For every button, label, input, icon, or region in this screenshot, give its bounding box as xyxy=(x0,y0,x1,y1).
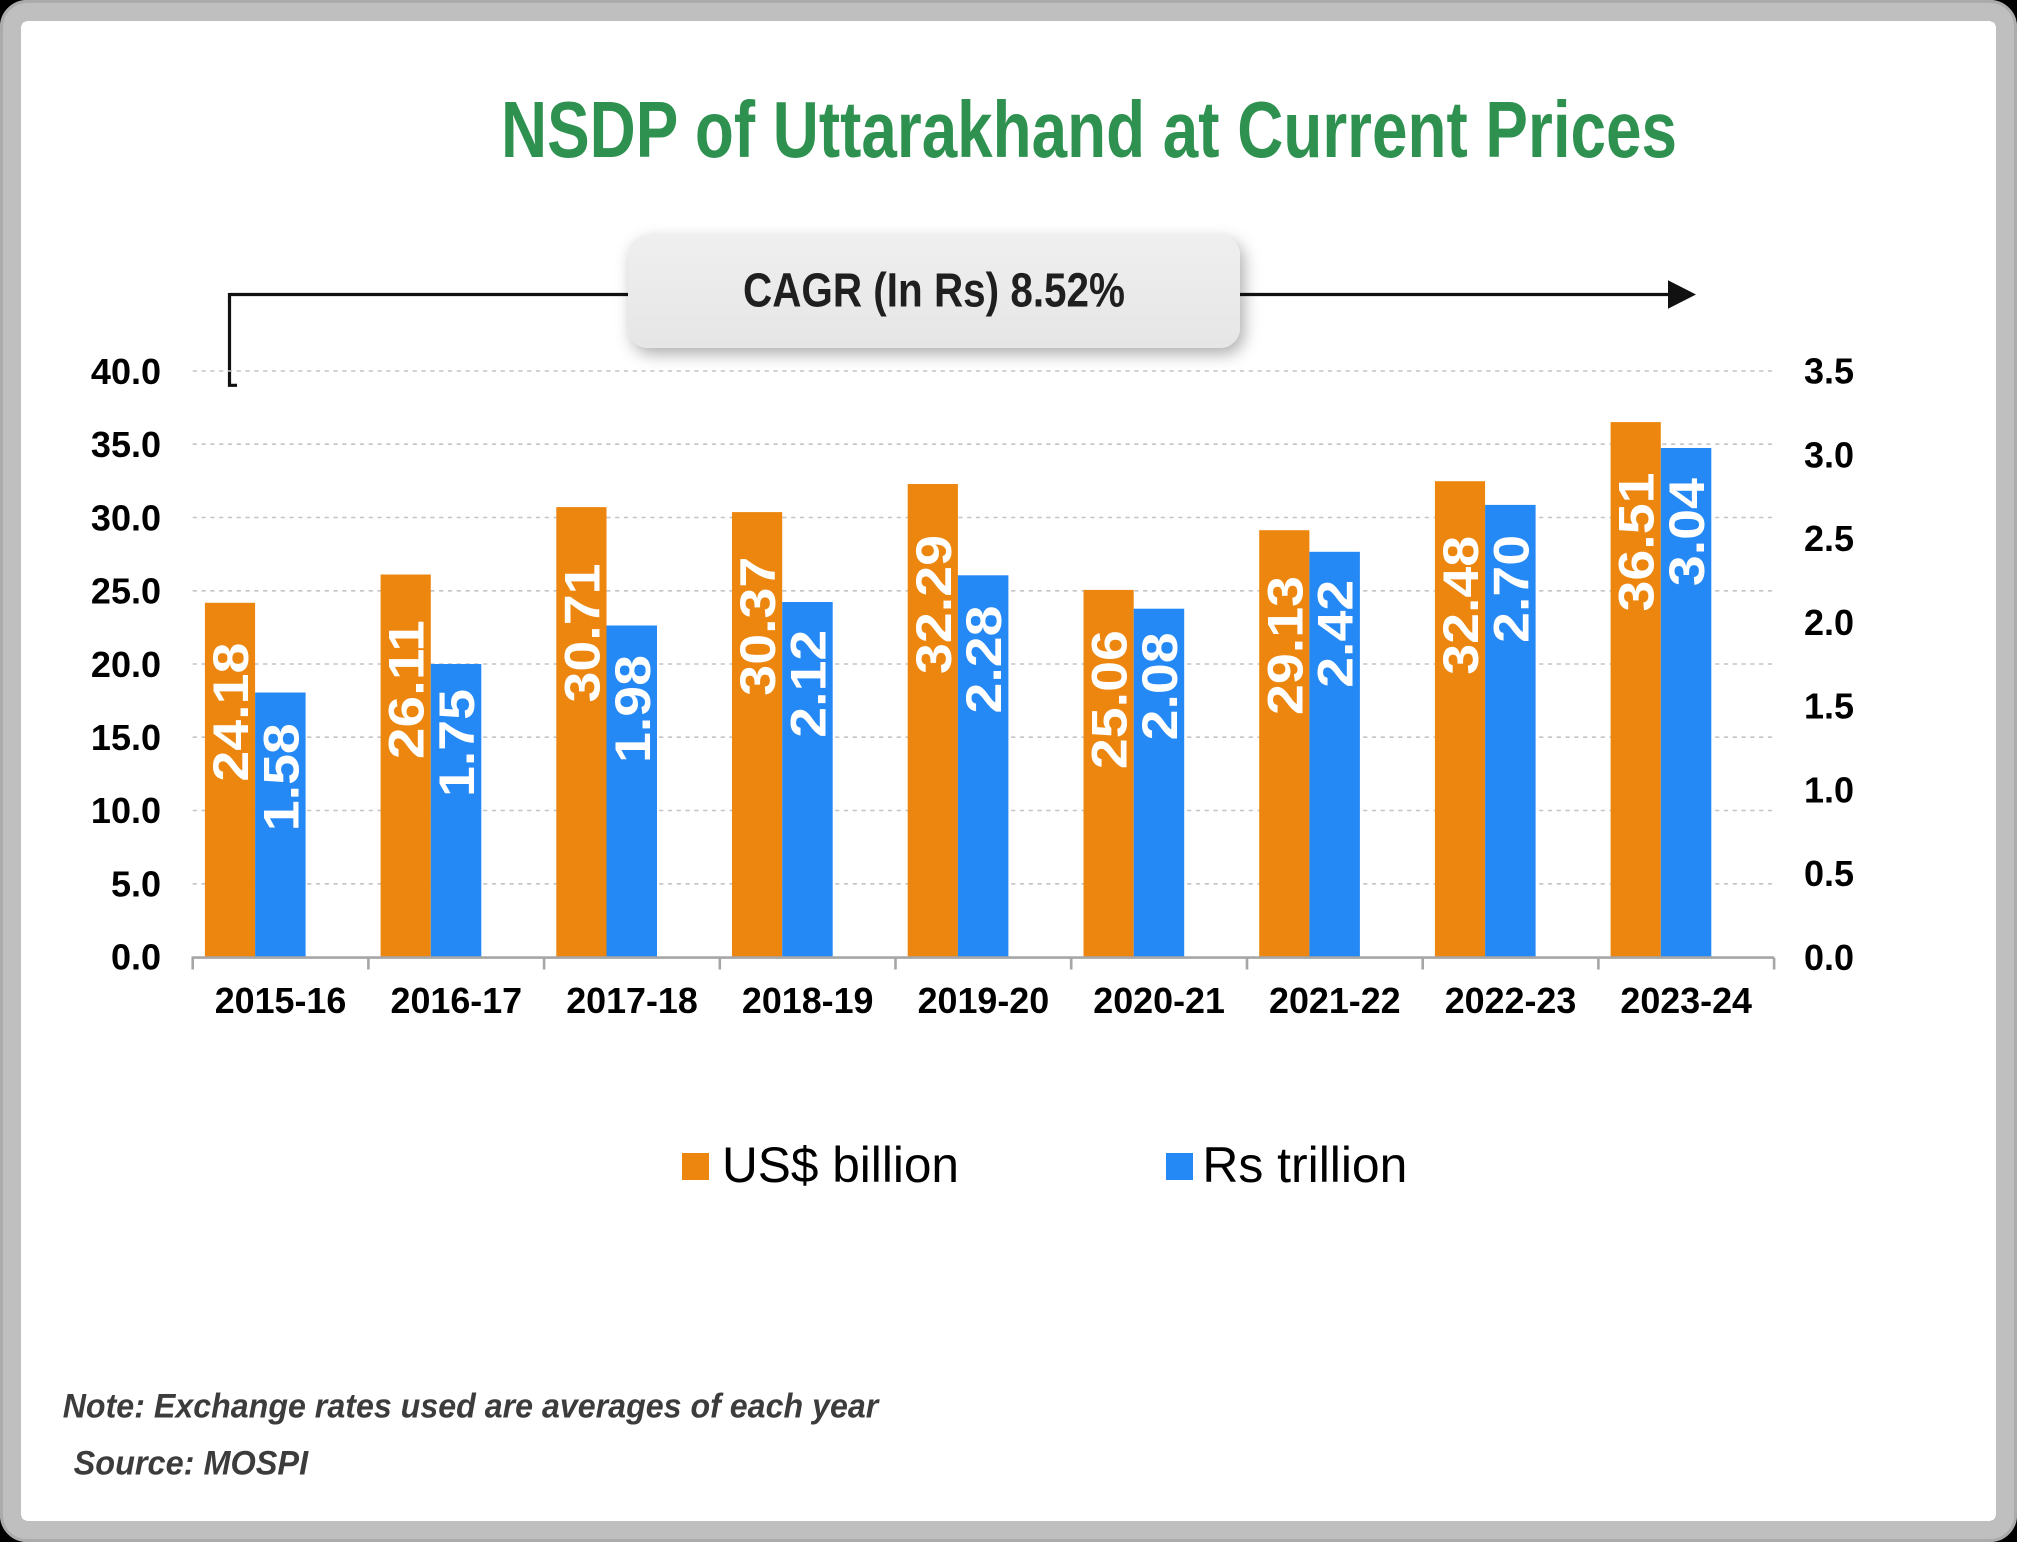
svg-text:1.98: 1.98 xyxy=(605,655,661,763)
svg-text:CAGR (In Rs) 8.52%: CAGR (In Rs) 8.52% xyxy=(743,265,1125,318)
svg-text:30.0: 30.0 xyxy=(91,497,161,538)
svg-text:3.04: 3.04 xyxy=(1659,478,1715,586)
svg-text:30.37: 30.37 xyxy=(730,557,786,696)
svg-text:2018-19: 2018-19 xyxy=(742,980,874,1021)
svg-text:25.06: 25.06 xyxy=(1082,630,1138,769)
svg-text:2.28: 2.28 xyxy=(956,606,1012,714)
svg-text:Note: Exchange rates used are: Note: Exchange rates used are averages o… xyxy=(63,1387,880,1425)
svg-text:32.29: 32.29 xyxy=(906,535,962,674)
svg-text:26.11: 26.11 xyxy=(379,620,435,759)
svg-text:2.08: 2.08 xyxy=(1132,632,1188,740)
svg-text:1.0: 1.0 xyxy=(1804,770,1854,811)
svg-text:30.71: 30.71 xyxy=(554,564,610,703)
svg-text:24.18: 24.18 xyxy=(203,643,259,782)
svg-text:25.0: 25.0 xyxy=(91,571,161,612)
svg-text:Rs trillion: Rs trillion xyxy=(1202,1137,1407,1193)
svg-text:2.12: 2.12 xyxy=(781,630,837,738)
svg-text:40.0: 40.0 xyxy=(91,351,161,392)
svg-text:29.13: 29.13 xyxy=(1257,576,1313,715)
svg-text:0.5: 0.5 xyxy=(1804,853,1854,894)
svg-text:2021-22: 2021-22 xyxy=(1269,980,1401,1021)
svg-text:1.75: 1.75 xyxy=(429,689,485,797)
svg-text:Source: MOSPI: Source: MOSPI xyxy=(74,1445,310,1483)
svg-text:2.5: 2.5 xyxy=(1804,518,1854,559)
svg-text:36.51: 36.51 xyxy=(1609,473,1665,612)
svg-text:32.48: 32.48 xyxy=(1433,536,1489,675)
svg-text:5.0: 5.0 xyxy=(111,863,161,904)
svg-text:2016-17: 2016-17 xyxy=(391,980,523,1021)
svg-text:0.0: 0.0 xyxy=(1804,937,1854,978)
svg-text:15.0: 15.0 xyxy=(91,717,161,758)
svg-text:10.0: 10.0 xyxy=(91,790,161,831)
svg-text:NSDP of Uttarakhand at Current: NSDP of Uttarakhand at Current Prices xyxy=(501,85,1677,174)
svg-text:3.0: 3.0 xyxy=(1804,434,1854,475)
svg-text:US$ billion: US$ billion xyxy=(722,1137,959,1193)
svg-text:2019-20: 2019-20 xyxy=(918,980,1050,1021)
svg-text:2015-16: 2015-16 xyxy=(215,980,347,1021)
svg-text:2020-21: 2020-21 xyxy=(1093,980,1225,1021)
svg-text:2.0: 2.0 xyxy=(1804,602,1854,643)
svg-text:1.58: 1.58 xyxy=(253,723,309,831)
svg-text:20.0: 20.0 xyxy=(91,644,161,685)
svg-text:3.5: 3.5 xyxy=(1804,351,1854,392)
svg-text:35.0: 35.0 xyxy=(91,424,161,465)
svg-text:2.70: 2.70 xyxy=(1483,535,1539,643)
svg-text:1.5: 1.5 xyxy=(1804,686,1854,727)
svg-text:2017-18: 2017-18 xyxy=(566,980,698,1021)
svg-text:2022-23: 2022-23 xyxy=(1445,980,1577,1021)
svg-text:2023-24: 2023-24 xyxy=(1620,980,1752,1021)
svg-text:2.42: 2.42 xyxy=(1308,580,1364,688)
svg-text:0.0: 0.0 xyxy=(111,937,161,978)
